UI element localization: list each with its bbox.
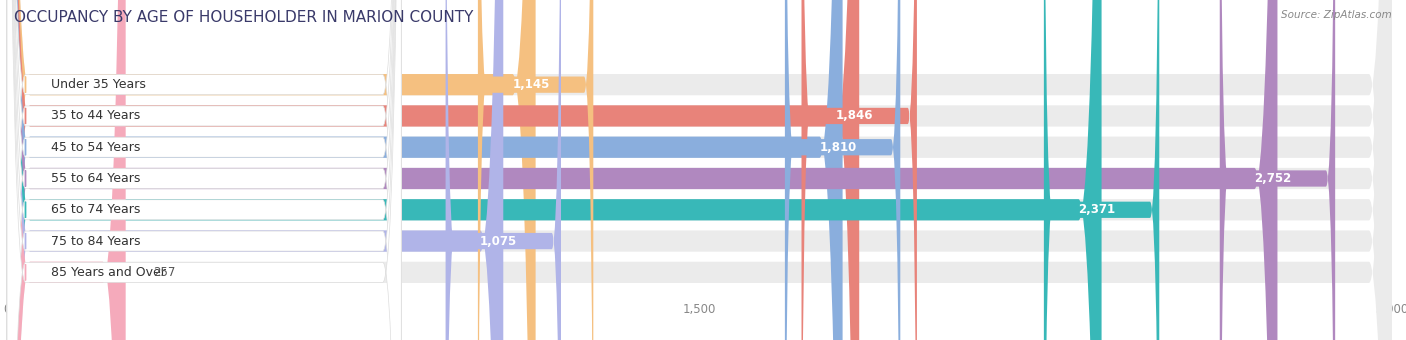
Text: OCCUPANCY BY AGE OF HOUSEHOLDER IN MARION COUNTY: OCCUPANCY BY AGE OF HOUSEHOLDER IN MARIO… (14, 10, 474, 25)
Text: 35 to 44 Years: 35 to 44 Years (51, 109, 141, 122)
FancyBboxPatch shape (7, 0, 1101, 340)
FancyBboxPatch shape (7, 0, 401, 340)
Text: 1,846: 1,846 (835, 109, 873, 122)
Text: 75 to 84 Years: 75 to 84 Years (51, 235, 141, 248)
FancyBboxPatch shape (7, 0, 1392, 340)
FancyBboxPatch shape (7, 0, 1392, 340)
FancyBboxPatch shape (7, 0, 401, 340)
FancyBboxPatch shape (7, 0, 859, 340)
Text: 2,752: 2,752 (1254, 172, 1292, 185)
FancyBboxPatch shape (7, 0, 1392, 340)
FancyBboxPatch shape (478, 0, 593, 340)
FancyBboxPatch shape (7, 0, 1392, 340)
FancyBboxPatch shape (785, 0, 900, 340)
Text: 257: 257 (153, 266, 176, 279)
FancyBboxPatch shape (7, 0, 1392, 340)
FancyBboxPatch shape (1220, 0, 1336, 340)
Text: 65 to 74 Years: 65 to 74 Years (51, 203, 141, 216)
FancyBboxPatch shape (801, 0, 917, 340)
FancyBboxPatch shape (7, 0, 536, 340)
FancyBboxPatch shape (7, 0, 1392, 340)
Text: 1,075: 1,075 (479, 235, 517, 248)
Text: 45 to 54 Years: 45 to 54 Years (51, 141, 141, 154)
FancyBboxPatch shape (7, 0, 401, 340)
Text: 55 to 64 Years: 55 to 64 Years (51, 172, 141, 185)
Text: 1,145: 1,145 (512, 78, 550, 91)
FancyBboxPatch shape (7, 0, 401, 340)
FancyBboxPatch shape (1043, 0, 1160, 340)
FancyBboxPatch shape (7, 0, 401, 340)
FancyBboxPatch shape (7, 0, 503, 340)
FancyBboxPatch shape (7, 0, 1392, 340)
Text: Under 35 Years: Under 35 Years (51, 78, 146, 91)
FancyBboxPatch shape (7, 0, 1278, 340)
Text: 2,371: 2,371 (1078, 203, 1115, 216)
Text: 85 Years and Over: 85 Years and Over (51, 266, 166, 279)
Text: Source: ZipAtlas.com: Source: ZipAtlas.com (1281, 10, 1392, 20)
Text: 1,810: 1,810 (820, 141, 856, 154)
FancyBboxPatch shape (7, 0, 401, 340)
FancyBboxPatch shape (7, 0, 125, 340)
FancyBboxPatch shape (7, 0, 842, 340)
FancyBboxPatch shape (7, 0, 401, 340)
FancyBboxPatch shape (446, 0, 561, 340)
